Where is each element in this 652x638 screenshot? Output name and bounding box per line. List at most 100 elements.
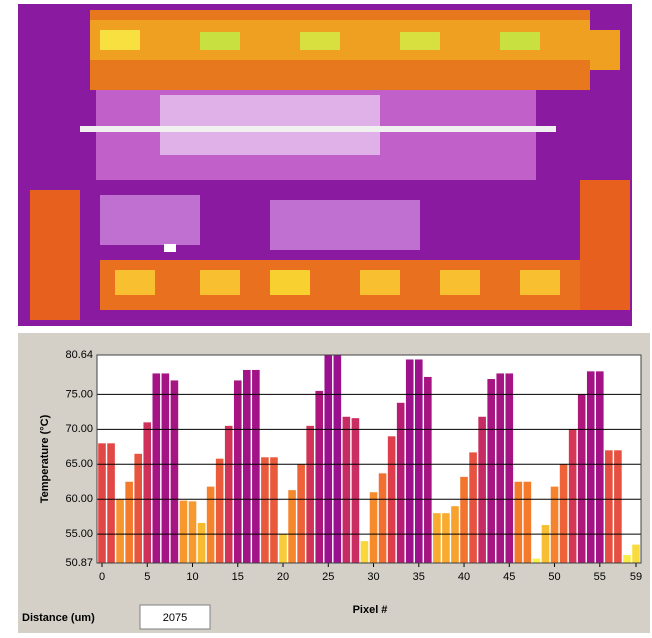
plot-area — [97, 355, 641, 563]
hot-spot — [115, 270, 155, 295]
bar — [297, 464, 305, 563]
bar — [424, 376, 432, 563]
hot-region — [30, 190, 80, 320]
bar — [224, 425, 233, 563]
bar — [125, 481, 133, 563]
bar — [179, 500, 188, 563]
bar — [568, 429, 577, 563]
y-tick-label: 65.00 — [65, 458, 93, 470]
x-tick-label: 35 — [413, 571, 425, 583]
bar — [487, 379, 495, 563]
bar — [324, 355, 333, 563]
hot-spot — [270, 270, 310, 295]
bar — [215, 458, 224, 563]
hot-region — [590, 30, 620, 70]
bar — [478, 416, 486, 563]
hot-spot — [520, 270, 560, 295]
distance-label: Distance (um) — [22, 612, 95, 624]
x-tick-label: 15 — [232, 571, 244, 583]
hot-spot — [360, 270, 400, 295]
bar — [261, 457, 269, 563]
bar — [514, 481, 523, 563]
bar — [288, 490, 296, 563]
distance-field[interactable] — [139, 604, 211, 630]
x-tick-label: 20 — [277, 571, 289, 583]
hot-spot — [400, 32, 440, 50]
hot-spot — [500, 32, 540, 50]
bar — [577, 394, 586, 563]
bar — [632, 544, 640, 563]
bar — [396, 402, 405, 563]
distance-value: 2075 — [163, 612, 187, 624]
x-tick-label: 50 — [548, 571, 560, 583]
x-tick-label: 55 — [594, 571, 606, 583]
bar — [342, 416, 351, 563]
cool-region — [100, 195, 200, 245]
bar — [270, 457, 278, 563]
bar — [333, 355, 342, 563]
bar — [143, 422, 152, 563]
bar — [188, 501, 197, 563]
x-axis-label: Pixel # — [353, 604, 388, 616]
x-tick-label: 45 — [503, 571, 515, 583]
hot-region — [100, 260, 580, 310]
bar — [586, 371, 595, 563]
y-tick-label: 70.00 — [65, 423, 93, 435]
bar — [170, 380, 179, 563]
cool-region — [270, 200, 420, 250]
bar — [541, 525, 550, 563]
bar — [523, 481, 532, 563]
bar — [559, 464, 568, 563]
hot-spot — [200, 270, 240, 295]
x-tick-label: 30 — [367, 571, 379, 583]
bar — [315, 390, 324, 563]
plot-frame — [96, 354, 642, 564]
bar — [433, 513, 441, 563]
hot-region — [580, 180, 630, 310]
bar — [469, 452, 477, 563]
profile-line — [80, 126, 556, 132]
hot-spot — [100, 30, 140, 50]
x-tick-label: 0 — [99, 571, 105, 583]
bar — [378, 473, 387, 563]
bar — [360, 541, 369, 563]
y-tick-label: 50.87 — [65, 557, 93, 569]
bar — [161, 373, 170, 563]
bar — [614, 450, 622, 563]
bar — [134, 453, 143, 563]
cool-region — [160, 95, 380, 155]
bar — [496, 373, 505, 563]
y-tick-label: 75.00 — [65, 388, 93, 400]
spot — [164, 244, 176, 252]
hot-spot — [440, 270, 480, 295]
bar — [605, 450, 613, 563]
x-tick-label: 5 — [144, 571, 150, 583]
bar — [405, 359, 414, 563]
bar — [279, 534, 287, 563]
bar — [369, 492, 378, 563]
bar — [351, 418, 360, 563]
bar — [550, 486, 559, 563]
bar — [414, 359, 423, 563]
x-tick-label: 10 — [186, 571, 198, 583]
bar — [206, 486, 215, 563]
bar — [243, 369, 251, 563]
bar — [623, 555, 631, 563]
bar — [252, 369, 260, 563]
hot-spot — [300, 32, 340, 50]
bar — [306, 425, 314, 563]
hot-spot — [200, 32, 240, 50]
x-tick-label: 25 — [322, 571, 334, 583]
bar — [233, 380, 242, 563]
y-tick-label: 60.00 — [65, 493, 93, 505]
bar — [460, 476, 468, 563]
bar — [505, 373, 514, 563]
bar — [98, 443, 106, 563]
bar — [107, 443, 115, 563]
x-tick-label: 59 — [630, 571, 642, 583]
x-tick-label: 40 — [458, 571, 470, 583]
bar — [595, 371, 604, 563]
bar — [116, 499, 124, 563]
y-axis-label: Temperature (°C) — [39, 414, 51, 503]
